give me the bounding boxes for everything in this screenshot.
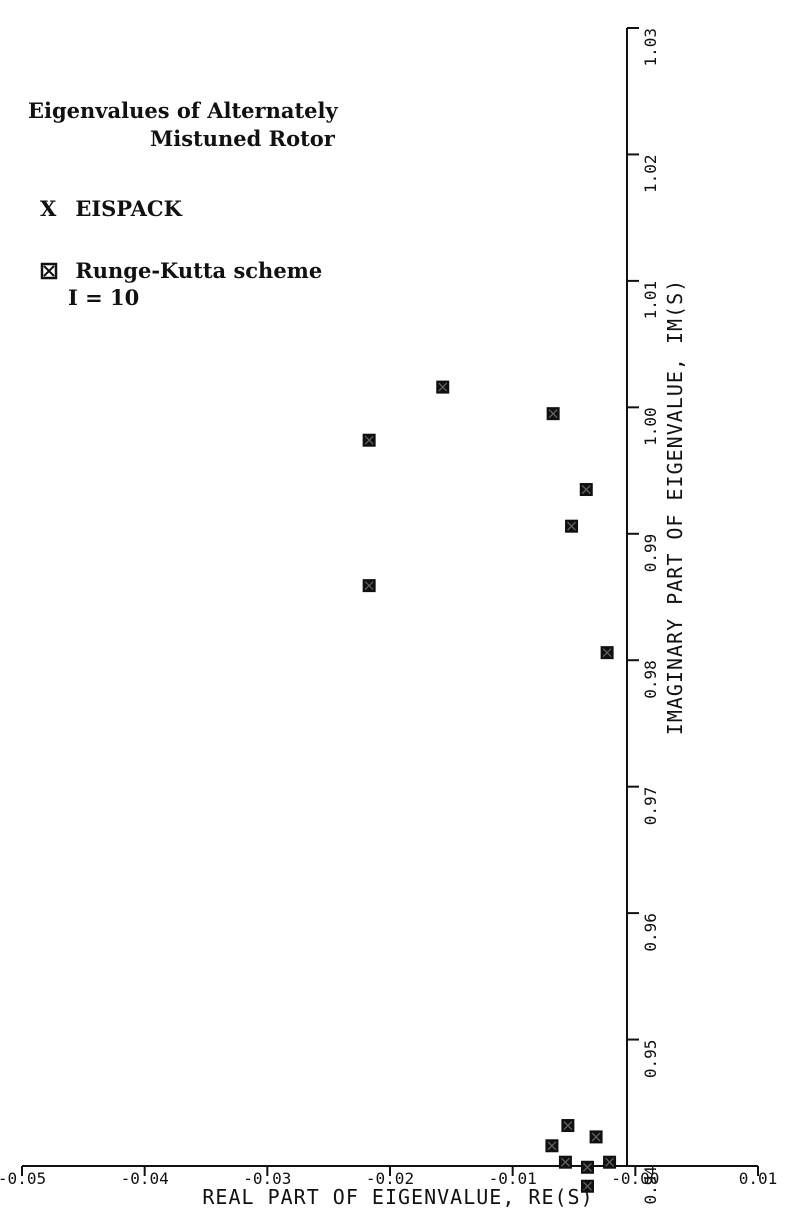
point-cross [364,435,374,445]
data-point [579,483,593,497]
y-tick-label: 0.99 [641,534,660,573]
chart-title-line1: Eigenvalues of Alternately [28,98,338,123]
legend-label-iterations: I = 10 [68,285,140,310]
y-tick-label: 1.01 [641,281,660,320]
x-tick-label: -0.03 [243,1169,291,1188]
legend-item-runge-kutta: Runge-Kutta scheme [40,258,322,283]
y-axis-label: IMAGINARY PART OF EIGENVALUE, IM(S) [663,279,687,735]
x-axis-label: REAL PART OF EIGENVALUE, RE(S) [202,1185,593,1209]
point-cross [583,1162,592,1172]
data-point [603,1155,617,1169]
y-tick-label: 1.00 [641,407,660,446]
point-cross [438,382,448,392]
point-cross [581,485,591,494]
x-tick-label: 0.01 [739,1169,778,1188]
y-tick-label: 1.02 [641,154,660,193]
y-tick-label: 0.96 [641,913,660,952]
data-point [589,1130,603,1144]
data-point [436,380,450,394]
x-tick-label: -0.02 [366,1169,414,1188]
point-cross [602,648,612,658]
x-marker-icon: X [40,196,57,221]
point-cross [563,1121,573,1130]
data-point [580,1179,594,1193]
point-cross [548,409,558,419]
legend-label-eispack: EISPACK [75,196,182,221]
data-point [545,1139,559,1153]
data-point [561,1119,575,1133]
data-point [362,433,376,447]
y-tick-label: 0.94 [641,1166,660,1205]
point-cross [547,1141,557,1151]
axes-group [22,28,758,1167]
point-cross [560,1157,570,1167]
data-point [600,646,614,660]
point-cross [567,521,576,531]
x-tick-label: -0.01 [489,1169,537,1188]
point-cross [591,1132,601,1142]
x-tick-label: -0.04 [121,1169,169,1188]
y-tick-label: 0.95 [641,1040,660,1079]
y-tick-label: 1.03 [641,28,660,67]
chart-title-line2: Mistuned Rotor [150,126,335,151]
ticks-group: -0.05 -0.04 -0.03 -0.02 -0.01 -0.00 0.01 0.94 0.… [0,27,778,1205]
point-cross [605,1157,614,1167]
x-tick-label: -0.00 [611,1169,659,1188]
data-point [362,579,376,593]
legend-label-runge-kutta: Runge-Kutta scheme [75,258,323,283]
point-cross [583,1181,592,1191]
square-marker-icon [40,258,68,283]
data-point [580,1160,594,1174]
point-cross [364,581,374,591]
data-point [565,519,579,533]
y-tick-label: 0.97 [641,787,660,826]
y-tick-label: 0.98 [641,660,660,699]
data-point [546,407,560,421]
data-point [558,1155,572,1169]
points-group [362,380,617,1193]
x-tick-label: -0.05 [0,1169,46,1188]
legend-item-eispack: X EISPACK [40,196,182,221]
